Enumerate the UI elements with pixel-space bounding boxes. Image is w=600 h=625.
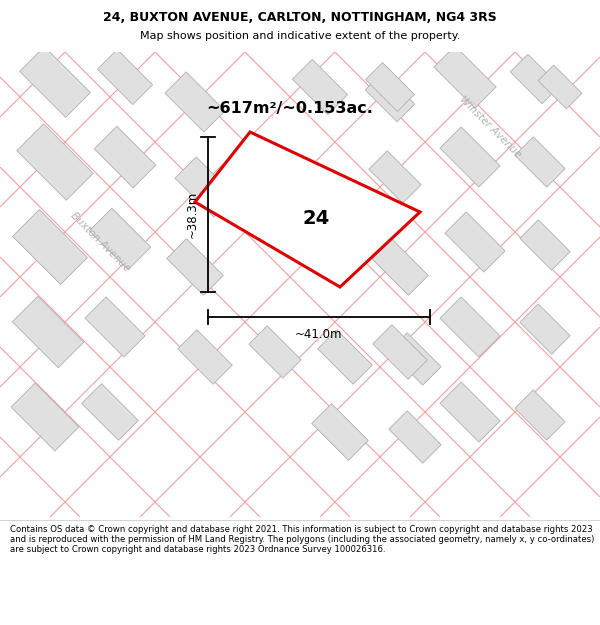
Polygon shape (97, 49, 152, 104)
Polygon shape (365, 62, 415, 111)
Polygon shape (178, 330, 232, 384)
Polygon shape (17, 124, 93, 200)
Polygon shape (13, 209, 88, 284)
Polygon shape (373, 325, 427, 379)
Polygon shape (12, 296, 84, 368)
Polygon shape (20, 47, 91, 118)
Polygon shape (515, 390, 565, 440)
Polygon shape (249, 326, 301, 378)
Polygon shape (520, 304, 570, 354)
Polygon shape (312, 404, 368, 460)
Polygon shape (365, 72, 415, 122)
Polygon shape (515, 137, 565, 187)
Polygon shape (440, 297, 500, 357)
Text: ~617m²/~0.153ac.: ~617m²/~0.153ac. (206, 101, 373, 116)
Polygon shape (389, 411, 441, 463)
Polygon shape (434, 46, 496, 108)
Polygon shape (175, 157, 235, 217)
Text: Winster Avenue: Winster Avenue (457, 94, 523, 159)
Text: Buxton Avenue: Buxton Avenue (68, 211, 131, 274)
Polygon shape (369, 151, 421, 203)
Polygon shape (195, 132, 420, 287)
Polygon shape (11, 383, 79, 451)
Polygon shape (165, 72, 225, 132)
Text: 24: 24 (302, 209, 330, 227)
Text: 24, BUXTON AVENUE, CARLTON, NOTTINGHAM, NG4 3RS: 24, BUXTON AVENUE, CARLTON, NOTTINGHAM, … (103, 11, 497, 24)
Polygon shape (510, 54, 560, 104)
Polygon shape (94, 126, 156, 188)
Polygon shape (82, 384, 138, 440)
Polygon shape (520, 220, 570, 270)
Polygon shape (440, 127, 500, 187)
Text: ~38.3m: ~38.3m (185, 191, 199, 238)
Polygon shape (85, 297, 145, 357)
Polygon shape (440, 382, 500, 442)
Polygon shape (445, 212, 505, 272)
Polygon shape (292, 59, 347, 114)
Polygon shape (89, 208, 151, 270)
Text: Map shows position and indicative extent of the property.: Map shows position and indicative extent… (140, 31, 460, 41)
Polygon shape (318, 330, 372, 384)
Text: ~41.0m: ~41.0m (295, 329, 343, 341)
Polygon shape (389, 333, 441, 385)
Polygon shape (372, 239, 428, 295)
Text: Contains OS data © Crown copyright and database right 2021. This information is : Contains OS data © Crown copyright and d… (10, 524, 595, 554)
Polygon shape (538, 65, 582, 109)
Polygon shape (167, 239, 223, 295)
